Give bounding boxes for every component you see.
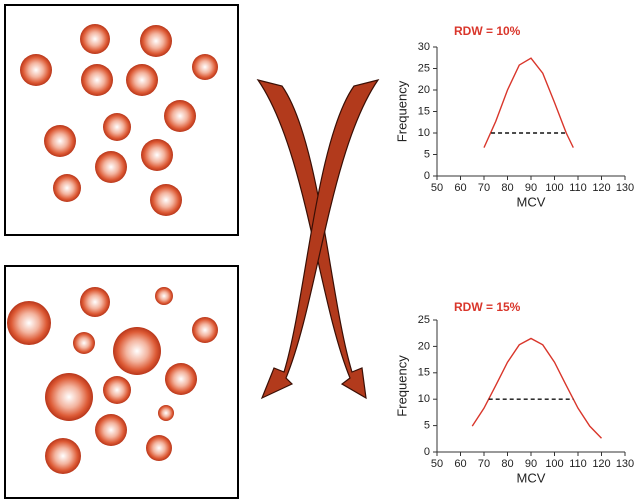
x-tick-label: 90	[525, 182, 537, 194]
x-tick-label: 110	[569, 182, 587, 194]
y-tick-label: 10	[418, 393, 430, 405]
cell-box	[4, 4, 239, 236]
y-axis-label: Frequency	[394, 355, 409, 417]
varied-cells	[7, 287, 218, 474]
x-axis-label: MCV	[517, 194, 546, 209]
x-tick-label: 50	[431, 182, 443, 194]
y-tick-label: 20	[418, 84, 430, 96]
y-tick-label: 15	[418, 367, 430, 379]
chart-title: RDW = 15%	[454, 300, 521, 314]
x-axis-label: MCV	[517, 470, 546, 485]
x-tick-label: 130	[616, 182, 634, 194]
uniform-cells	[20, 24, 218, 216]
y-tick-label: 30	[418, 41, 430, 53]
x-tick-label: 100	[545, 458, 563, 470]
x-tick-label: 50	[431, 458, 443, 470]
cell-box	[4, 265, 239, 499]
crossing-arrows	[256, 79, 380, 400]
chart-title: RDW = 10%	[454, 24, 521, 38]
x-tick-label: 120	[592, 182, 610, 194]
y-tick-label: 25	[418, 62, 430, 74]
y-tick-label: 25	[418, 314, 430, 326]
x-tick-label: 130	[616, 458, 634, 470]
x-tick-label: 60	[454, 458, 466, 470]
x-tick-label: 60	[454, 182, 466, 194]
y-tick-label: 0	[424, 170, 430, 182]
distribution-curve	[483, 57, 574, 148]
x-tick-label: 80	[501, 458, 513, 470]
y-tick-label: 20	[418, 340, 430, 352]
y-tick-label: 15	[418, 105, 430, 117]
x-tick-label: 80	[501, 182, 513, 194]
x-tick-label: 90	[525, 458, 537, 470]
x-tick-label: 120	[592, 458, 610, 470]
y-tick-label: 5	[424, 420, 430, 432]
x-tick-label: 70	[478, 182, 490, 194]
y-tick-label: 0	[424, 446, 430, 458]
x-tick-label: 70	[478, 458, 490, 470]
x-tick-label: 110	[569, 458, 587, 470]
y-tick-label: 5	[424, 148, 430, 160]
y-axis-label: Frequency	[394, 80, 409, 142]
y-tick-label: 10	[418, 127, 430, 139]
x-tick-label: 100	[545, 182, 563, 194]
distribution-curve	[471, 337, 603, 439]
